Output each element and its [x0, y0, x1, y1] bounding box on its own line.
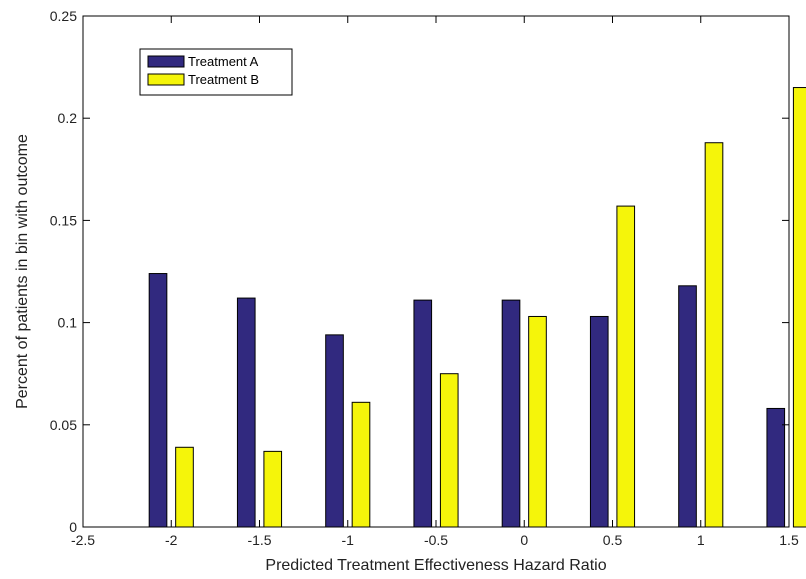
bars-layer	[148, 87, 806, 528]
x-tick-label: 0	[520, 532, 528, 548]
bar-treatment-a-4	[501, 299, 521, 528]
x-tick-label: 1.5	[779, 532, 799, 548]
bar-treatment-b-1	[263, 450, 283, 528]
x-tick-label: 1	[697, 532, 705, 548]
x-tick-label: -2	[165, 532, 178, 548]
x-tick-label: -2.5	[71, 532, 95, 548]
y-tick-label: 0.15	[50, 212, 77, 228]
legend-swatch-treatment-b	[147, 73, 185, 86]
bar-treatment-b-5	[616, 205, 636, 528]
x-tick-label: -0.5	[424, 532, 448, 548]
y-tick-label: 0.2	[58, 110, 78, 126]
bar-treatment-b-3	[439, 373, 459, 528]
y-tick-label: 0.05	[50, 417, 77, 433]
y-axis-title: Percent of patients in bin with outcome	[14, 134, 31, 409]
x-tick-label: -1	[342, 532, 355, 548]
bar-treatment-a-2	[325, 334, 344, 528]
bar-treatment-a-6	[678, 285, 697, 528]
x-axis-title: Predicted Treatment Effectiveness Hazard…	[265, 557, 606, 574]
bar-treatment-a-3	[413, 299, 433, 528]
legend: Treatment A Treatment B	[139, 48, 293, 96]
legend-swatch-treatment-a	[147, 55, 185, 68]
bar-treatment-a-1	[236, 297, 256, 528]
bar-treatment-b-6	[704, 142, 724, 528]
ticks-layer	[82, 15, 790, 528]
labels-layer: -2.5 -2 -1.5 -1 -0.5 0 0.5 1 1.5 0 0.05 0.1 0.15 0.2 0…	[50, 8, 799, 548]
y-tick-label: 0.1	[58, 315, 78, 331]
bar-treatment-a-0	[148, 273, 168, 528]
x-tick-label: -1.5	[247, 532, 271, 548]
bar-treatment-b-0	[175, 446, 194, 528]
bar-treatment-b-7	[792, 87, 806, 528]
bar-treatment-b-2	[351, 401, 371, 528]
x-tick-label: 0.5	[603, 532, 623, 548]
bar-treatment-a-5	[589, 315, 609, 528]
y-tick-label: 0.25	[50, 8, 77, 24]
bar-treatment-a-7	[766, 407, 786, 528]
y-tick-label: 0	[69, 519, 77, 535]
legend-label-treatment-a: Treatment A	[188, 54, 259, 69]
legend-label-treatment-b: Treatment B	[188, 72, 259, 87]
bar-treatment-b-4	[528, 315, 547, 528]
